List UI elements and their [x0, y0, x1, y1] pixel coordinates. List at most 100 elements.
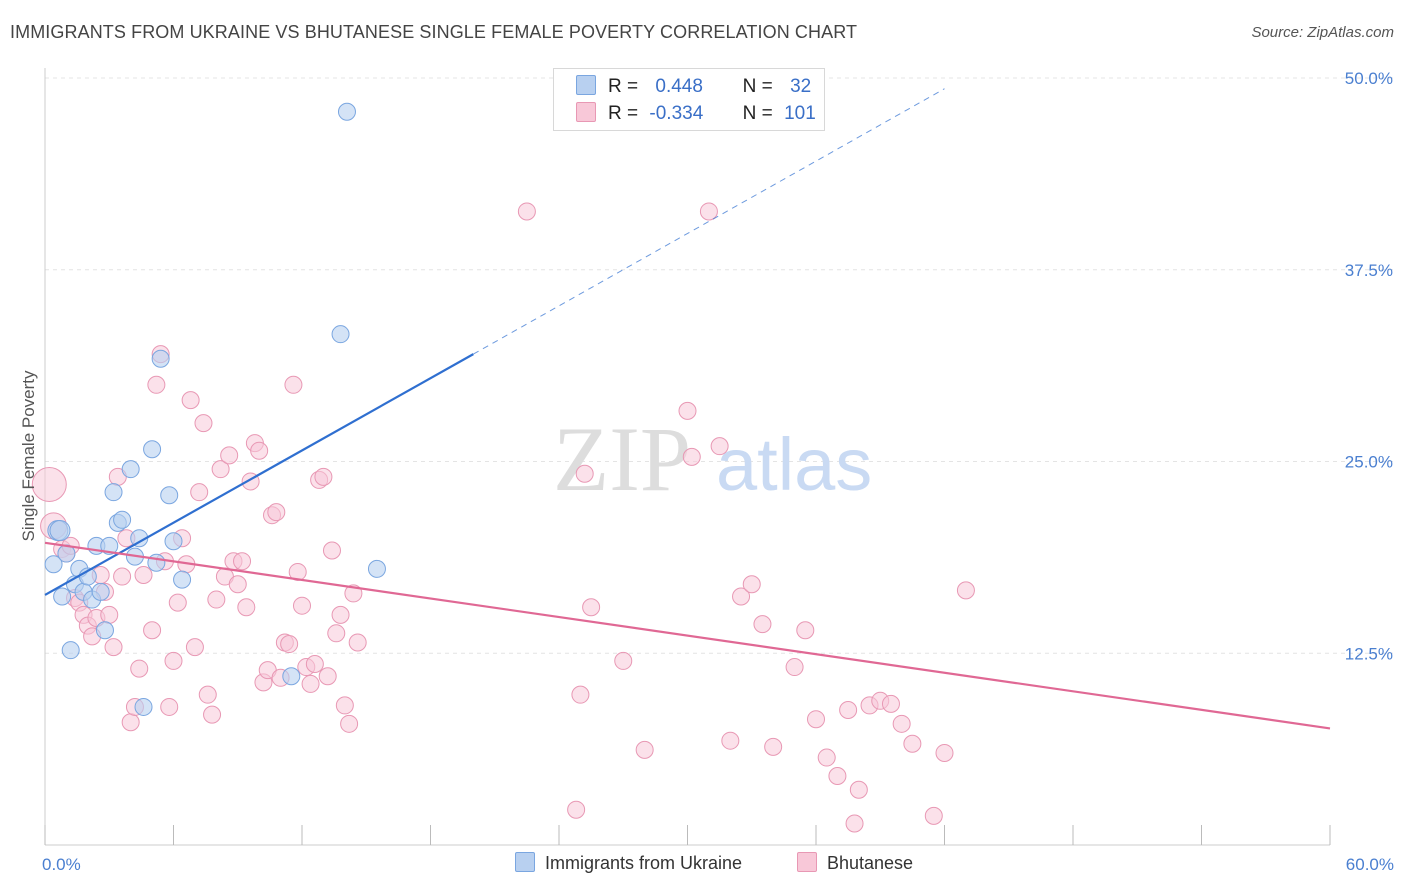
ukraine-point — [151, 349, 170, 368]
bhutanese-point — [130, 659, 149, 678]
n-value: 32 — [790, 76, 812, 97]
r-value: 0.448 — [655, 76, 703, 97]
ukraine-point — [121, 460, 140, 479]
y-tick-label: 12.5% — [1345, 644, 1393, 663]
bhutanese-point — [280, 635, 299, 654]
bhutanese-point — [305, 654, 324, 673]
bhutanese-point — [344, 584, 363, 603]
n-label: N = — [742, 103, 773, 124]
bhutanese-point — [220, 446, 239, 465]
legend-row-ukraine: R = 0.448 N = 32 — [576, 75, 811, 99]
bhutanese-point — [849, 780, 868, 799]
n-value: 101 — [784, 103, 816, 124]
bhutanese-point — [301, 674, 320, 693]
bhutanese-point — [164, 651, 183, 670]
bhutanese-point — [575, 464, 594, 483]
bhutanese-point — [956, 581, 975, 600]
y-tick-label: 25.0% — [1345, 453, 1393, 472]
chart-source: Source: ZipAtlas.com — [1251, 24, 1394, 41]
bhutanese-point — [31, 467, 67, 503]
ukraine-point — [282, 667, 301, 686]
x-tick-label: 60.0% — [1346, 855, 1394, 874]
bhutanese-point — [267, 503, 286, 522]
bhutanese-point — [203, 705, 222, 724]
bhutanese-point — [839, 701, 858, 720]
ukraine-point — [147, 553, 166, 572]
bhutanese-point — [134, 566, 153, 585]
y-tick-label: 50.0% — [1345, 69, 1393, 88]
ukraine-point — [164, 532, 183, 551]
bhutanese-point — [228, 575, 247, 594]
bhutanese-point — [288, 562, 307, 581]
bhutanese-point — [327, 624, 346, 643]
ukraine-point — [173, 570, 192, 589]
ukraine-point — [44, 555, 63, 574]
bhutanese-point — [699, 202, 718, 221]
bhutanese-point — [185, 638, 204, 657]
ukraine-point — [337, 102, 356, 121]
bhutanese-point — [207, 590, 226, 609]
bhutanese-point — [828, 766, 847, 785]
bhutanese-point — [318, 667, 337, 686]
bhutanese-swatch — [576, 102, 596, 122]
legend-label-ukraine: Immigrants from Ukraine — [545, 853, 743, 873]
series-legend: Immigrants from Ukraine Bhutanese — [0, 852, 1406, 876]
bhutanese-point — [881, 694, 900, 713]
bhutanese-point — [796, 621, 815, 640]
legend-item-bhutanese: Bhutanese — [797, 852, 913, 874]
ukraine-point — [100, 536, 119, 555]
bhutanese-point — [237, 598, 256, 617]
r-label: R = — [608, 76, 639, 97]
y-axis-label: Single Female Poverty — [19, 370, 38, 542]
bhutanese-point — [160, 697, 179, 716]
bhutanese-point — [198, 685, 217, 704]
bhutanese-point — [614, 651, 633, 670]
ukraine-legend-swatch — [515, 852, 535, 872]
bhutanese-point — [678, 401, 697, 420]
bhutanese-trend-line — [44, 541, 1331, 730]
r-value: -0.334 — [649, 103, 704, 124]
bhutanese-point — [211, 460, 230, 479]
bhutanese-point — [348, 633, 367, 652]
bhutanese-point — [732, 587, 751, 606]
correlation-legend: R = 0.448 N = 32 R = -0.334 N = 101 — [553, 68, 825, 131]
ukraine-point — [331, 325, 350, 344]
bhutanese-point — [121, 713, 140, 732]
tick-labels: 12.5% 25.0% 37.5% 50.0% 0.0% 60.0% — [42, 69, 1394, 874]
ukraine-point — [91, 582, 110, 601]
bhutanese-point — [100, 605, 119, 624]
bhutanese-point — [582, 598, 601, 617]
bhutanese-point — [903, 734, 922, 753]
ukraine-point — [113, 510, 132, 529]
ukraine-trend-extension — [473, 88, 945, 355]
x-tick-label: 0.0% — [42, 855, 81, 874]
bhutanese-point — [845, 814, 864, 833]
n-label: N = — [742, 76, 773, 97]
ukraine-point — [95, 621, 114, 640]
bhutanese-point — [314, 467, 333, 486]
bhutanese-point — [742, 575, 761, 594]
bhutanese-point — [168, 593, 187, 612]
ukraine-point — [367, 559, 386, 578]
bhutanese-point — [190, 483, 209, 502]
legend-item-ukraine: Immigrants from Ukraine — [515, 852, 742, 874]
bhutanese-point — [331, 605, 350, 624]
chart-title: IMMIGRANTS FROM UKRAINE VS BHUTANESE SIN… — [10, 22, 858, 42]
watermark: ZIP atlas — [553, 408, 872, 510]
bhutanese-legend-swatch — [797, 852, 817, 872]
ukraine-point — [143, 440, 162, 459]
bhutanese-point — [682, 447, 701, 466]
bhutanese-point — [935, 743, 954, 762]
bhutanese-point — [335, 696, 354, 715]
bhutanese-point — [721, 731, 740, 750]
ukraine-trend-line — [44, 353, 474, 596]
ukraine-point — [104, 483, 123, 502]
bhutanese-point — [181, 391, 200, 410]
legend-label-bhutanese: Bhutanese — [827, 853, 914, 873]
bhutanese-point — [892, 714, 911, 733]
watermark-zip: ZIP — [553, 408, 691, 510]
bhutanese-point — [635, 740, 654, 759]
ukraine-point — [134, 697, 153, 716]
r-label: R = — [608, 103, 639, 124]
ukraine-point — [53, 587, 72, 606]
